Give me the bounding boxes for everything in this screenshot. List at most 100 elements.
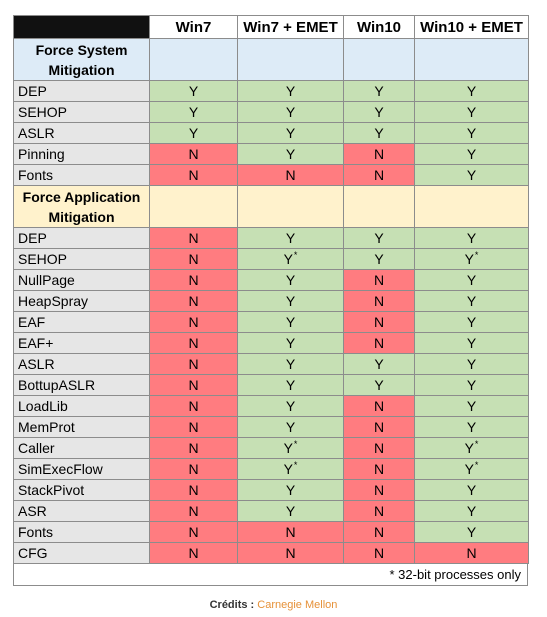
cell-value: N [373, 314, 385, 330]
cell-win10: N [343, 311, 415, 333]
cell-value: Y [188, 104, 199, 120]
cell-win10: N [343, 542, 415, 564]
row-label: Fonts [13, 164, 150, 186]
cell-win10-emet: Y [414, 479, 529, 501]
cell-value: N [373, 419, 385, 435]
table-row: ASLR N Y Y Y [13, 353, 529, 375]
cell-win10: Y [343, 353, 415, 375]
column-header-win7-emet: Win7 + EMET [237, 15, 344, 39]
cell-value: N [373, 398, 385, 414]
row-label: DEP [13, 227, 150, 249]
cell-value: N [373, 545, 385, 561]
header-row: Win7 Win7 + EMET Win10 Win10 + EMET [13, 15, 529, 39]
row-label: DEP [13, 80, 150, 102]
cell-win7: N [149, 353, 238, 375]
section-empty-cell [237, 185, 344, 228]
cell-win10-emet: Y [414, 227, 529, 249]
column-header-win10-emet: Win10 + EMET [414, 15, 529, 39]
cell-value: N [373, 440, 385, 456]
cell-value: N [188, 251, 199, 267]
table-row: MemProt N Y N Y [13, 416, 529, 438]
section-empty-cell [414, 185, 529, 228]
cell-value: N [188, 545, 199, 561]
table-row: SEHOP Y Y Y Y [13, 101, 529, 123]
cell-value: Y [285, 356, 296, 372]
cell-value: Y [466, 398, 477, 414]
cell-value: Y [285, 104, 296, 120]
cell-win10: N [343, 479, 415, 501]
cell-win10-emet: Y [414, 332, 529, 354]
cell-win7-emet: Y [237, 416, 344, 438]
footnote: * 32-bit processes only [13, 564, 528, 586]
cell-value: Y [466, 356, 477, 372]
cell-win10: N [343, 500, 415, 522]
cell-value: Y [466, 524, 477, 540]
cell-win10: N [343, 458, 415, 480]
row-label: ASLR [13, 353, 150, 375]
cell-value: N [188, 314, 199, 330]
table-row: CFG N N N N [13, 542, 529, 564]
cell-value: Y [466, 335, 477, 351]
cell-value: N [188, 440, 199, 456]
cell-win7: N [149, 395, 238, 417]
cell-value: Y [285, 293, 296, 309]
cell-win10-emet: Y [414, 311, 529, 333]
cell-win10: Y [343, 227, 415, 249]
cell-value: Y [466, 482, 477, 498]
cell-win7: N [149, 269, 238, 291]
cell-value: N [188, 419, 199, 435]
section-empty-cell [237, 38, 344, 81]
cell-value: Y [285, 125, 296, 141]
cell-value: Y [283, 461, 293, 477]
cell-value: Y [466, 125, 477, 141]
cell-value: N [188, 482, 199, 498]
cell-value: N [373, 524, 385, 540]
cell-value: N [188, 398, 199, 414]
cell-win7-emet: Y [237, 143, 344, 165]
cell-win7-emet: N [237, 164, 344, 186]
cell-win10-emet: Y* [414, 248, 529, 270]
cell-win10: N [343, 437, 415, 459]
cell-win10: N [343, 521, 415, 543]
cell-win7-emet: Y [237, 332, 344, 354]
cell-value: N [188, 293, 199, 309]
cell-value: Y [374, 125, 384, 141]
cell-win7: N [149, 143, 238, 165]
cell-win10-emet: Y [414, 143, 529, 165]
cell-win10-emet: Y [414, 395, 529, 417]
cell-value: N [373, 167, 385, 183]
cell-value: N [188, 524, 199, 540]
cell-value: Y [283, 251, 293, 267]
cell-value: N [373, 293, 385, 309]
cell-win7-emet: Y [237, 479, 344, 501]
column-header-win7: Win7 [149, 15, 238, 39]
cell-win7: N [149, 290, 238, 312]
cell-value: Y [466, 314, 477, 330]
cell-win10-emet: Y [414, 164, 529, 186]
cell-win10-emet: Y* [414, 437, 529, 459]
table-row: ASR N Y N Y [13, 500, 529, 522]
row-label: EAF+ [13, 332, 150, 354]
table-row: ASLR Y Y Y Y [13, 122, 529, 144]
cell-win7: N [149, 248, 238, 270]
cell-win7: N [149, 416, 238, 438]
cell-win7: N [149, 374, 238, 396]
cell-win7: N [149, 437, 238, 459]
cell-value: N [188, 230, 199, 246]
cell-value: Y [466, 503, 477, 519]
row-label: ASR [13, 500, 150, 522]
cell-win10-emet: Y [414, 416, 529, 438]
row-label: SEHOP [13, 101, 150, 123]
cell-win7-emet: Y [237, 101, 344, 123]
mitigation-comparison: Win7 Win7 + EMET Win10 Win10 + EMET Forc… [13, 15, 529, 586]
section-title-line: Mitigation [48, 61, 115, 78]
cell-value: Y [466, 146, 477, 162]
header-corner [13, 15, 150, 39]
cell-win7: N [149, 542, 238, 564]
cell-value: Y [374, 104, 384, 120]
cell-win10-emet: Y [414, 122, 529, 144]
cell-win10-emet: Y [414, 269, 529, 291]
column-header-win10: Win10 [343, 15, 415, 39]
table-row: SimExecFlow N Y* N Y* [13, 458, 529, 480]
row-label: LoadLib [13, 395, 150, 417]
